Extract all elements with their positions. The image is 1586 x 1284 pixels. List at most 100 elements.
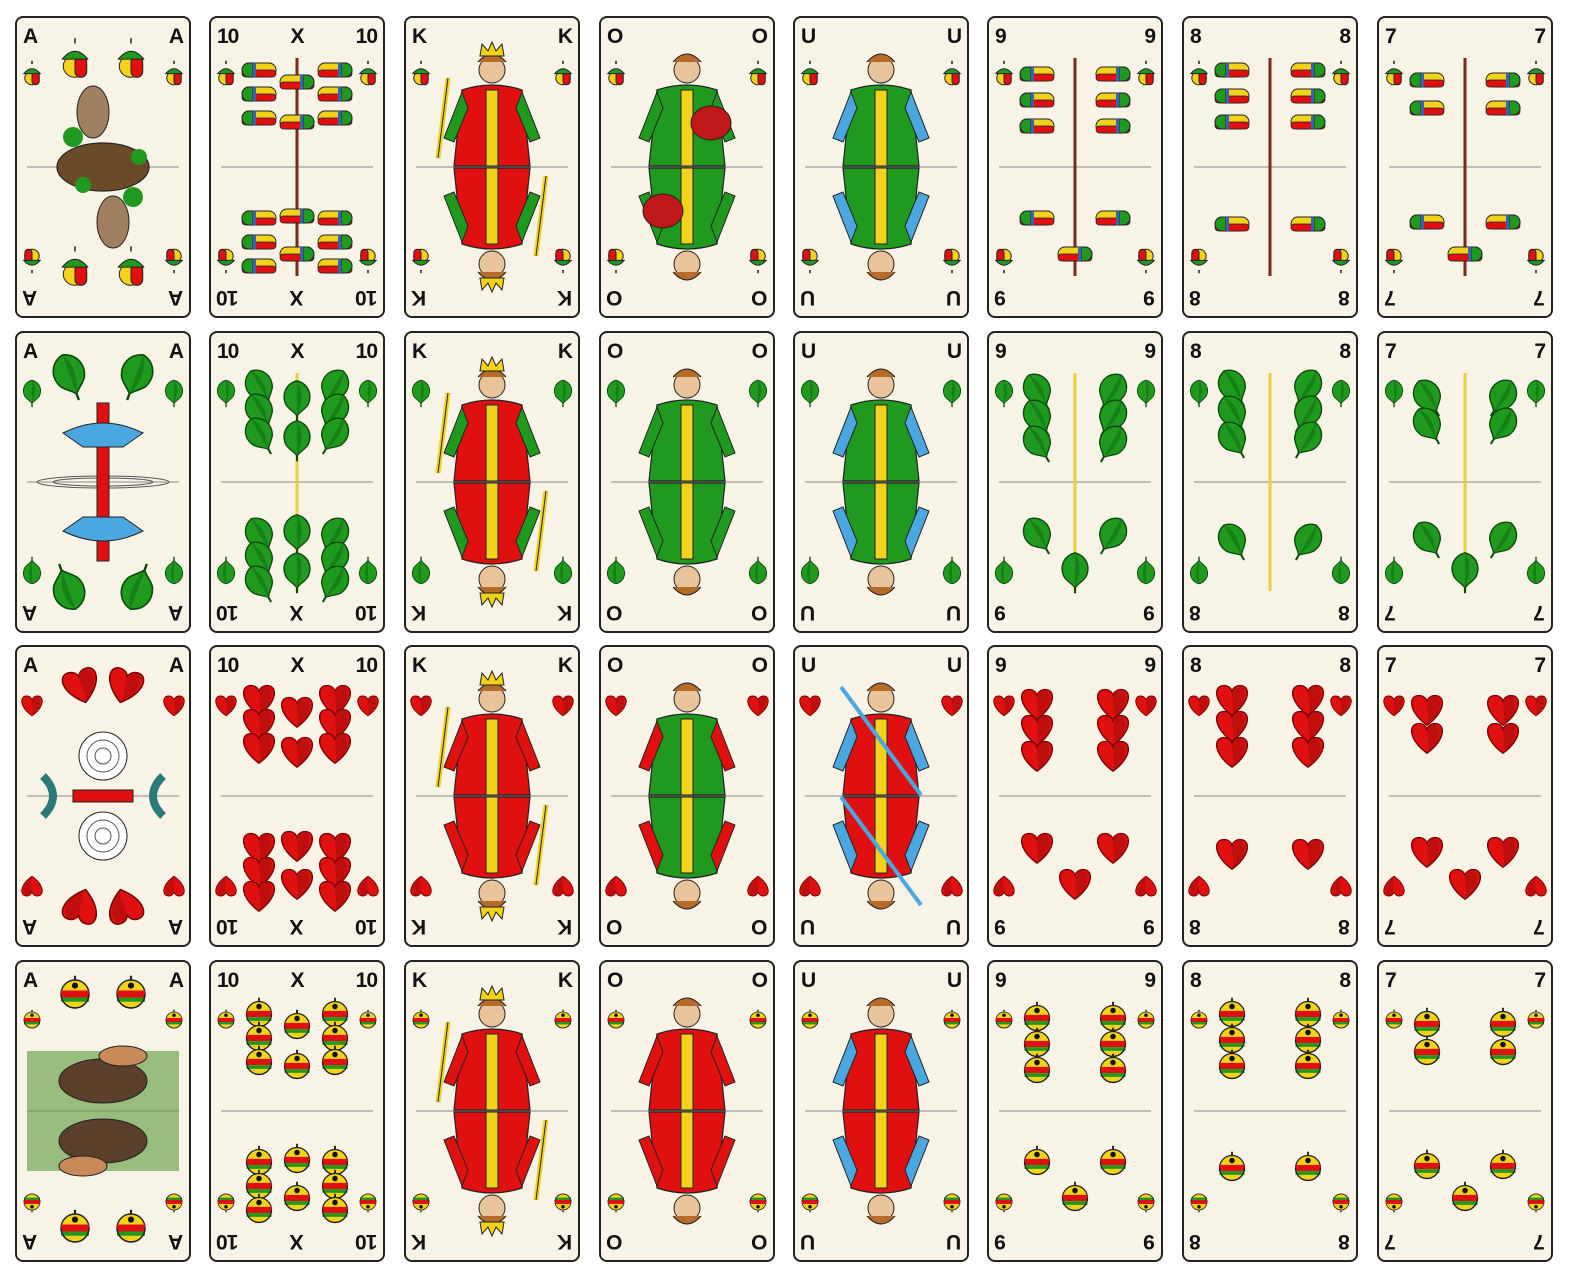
bells-corner-icon <box>23 1009 41 1029</box>
acorns-corner-icon <box>553 248 573 274</box>
leaves-corner-icon <box>800 379 820 408</box>
card-leaves-o[interactable]: O O O O <box>599 331 775 633</box>
card-bells-a[interactable]: A A A A <box>15 960 191 1262</box>
roman-ten-mark: X <box>290 340 304 363</box>
card-hearts-u[interactable]: U U U U <box>793 645 969 947</box>
acorns-corner-icon <box>994 60 1014 86</box>
rank-index: 8 <box>1190 340 1202 363</box>
card-bells-9[interactable]: 9 9 9 9 <box>987 960 1163 1262</box>
leaves-corner-icon <box>411 556 431 585</box>
rank-index: K <box>412 25 427 48</box>
leaves-corner-icon <box>1331 379 1351 408</box>
acorns-corner-icon <box>1384 60 1404 86</box>
rank-index: U <box>946 25 962 48</box>
card-bells-8[interactable]: 8 8 8 8 <box>1182 960 1358 1262</box>
rank-index: 9 <box>995 1230 1006 1253</box>
rank-index: 8 <box>1190 915 1201 938</box>
card-leaves-a[interactable]: A A A A <box>15 331 191 633</box>
hearts-corner-icon <box>21 875 43 897</box>
rank-index: 7 <box>1534 601 1545 624</box>
card-bells-o[interactable]: O O O O <box>599 960 775 1262</box>
o-figure <box>638 997 736 1225</box>
bells-corner-icon <box>165 1193 183 1213</box>
rank-index: A <box>23 25 38 48</box>
bells-pips <box>1023 1001 1127 1212</box>
bells-corner-icon <box>607 1009 625 1029</box>
card-acorns-o[interactable]: O O O O <box>599 16 775 318</box>
leaves-corner-icon <box>1331 556 1351 585</box>
card-bells-10[interactable]: 10 10 10 10 X X <box>209 960 385 1262</box>
hearts-pips <box>1411 694 1519 901</box>
card-art <box>800 368 962 596</box>
card-acorns-7[interactable]: 7 7 7 7 <box>1377 16 1553 318</box>
bells-corner-icon <box>23 1193 41 1213</box>
rank-index: 7 <box>1385 601 1396 624</box>
card-acorns-k[interactable]: K K K K <box>404 16 580 318</box>
card-art <box>23 975 183 1243</box>
rank-index: 9 <box>995 969 1007 992</box>
acorns-corner-icon <box>606 248 626 274</box>
card-acorns-a[interactable]: A A A A <box>15 16 191 318</box>
card-acorns-9[interactable]: 9 9 9 9 <box>987 16 1163 318</box>
card-bells-u[interactable]: U U U U <box>793 960 969 1262</box>
card-hearts-k[interactable]: K K K K <box>404 645 580 947</box>
leaves-corner-icon <box>164 556 184 585</box>
rank-index: U <box>801 601 816 624</box>
rank-index: K <box>557 601 572 624</box>
card-acorns-8[interactable]: 8 8 8 8 <box>1182 16 1358 318</box>
rank-index: 9 <box>995 25 1007 48</box>
rank-index: 7 <box>1385 915 1396 938</box>
rank-index: U <box>946 286 961 309</box>
rank-index: K <box>557 969 573 992</box>
card-hearts-9[interactable]: 9 9 9 9 <box>987 645 1163 947</box>
rank-index: U <box>801 286 816 309</box>
bells-corner-icon <box>554 1193 572 1213</box>
acorns-corner-icon <box>358 60 378 86</box>
card-leaves-9[interactable]: 9 9 9 9 <box>987 331 1163 633</box>
card-leaves-k[interactable]: K K K K <box>404 331 580 633</box>
card-leaves-u[interactable]: U U U U <box>793 331 969 633</box>
card-hearts-a[interactable]: A A A A <box>15 645 191 947</box>
rank-index: 9 <box>1144 340 1156 363</box>
leaves-corner-icon <box>748 379 768 408</box>
bells-corner-icon <box>359 1193 377 1213</box>
rank-index: A <box>168 915 183 938</box>
acorns-pips <box>1214 58 1326 276</box>
rank-index: 7 <box>1534 286 1545 309</box>
card-hearts-8[interactable]: 8 8 8 8 <box>1182 645 1358 947</box>
rank-index: 9 <box>995 601 1006 624</box>
card-leaves-8[interactable]: 8 8 8 8 <box>1182 331 1358 633</box>
card-art <box>411 355 573 609</box>
rank-index: U <box>946 601 961 624</box>
card-leaves-7[interactable]: 7 7 7 7 <box>1377 331 1553 633</box>
leaves-pips <box>1022 373 1128 594</box>
rank-index: O <box>607 1230 623 1253</box>
acorns-corner-icon <box>1189 60 1209 86</box>
rank-index: O <box>751 969 768 992</box>
rank-index: 10 <box>217 654 239 677</box>
rank-index: O <box>751 286 767 309</box>
bells-corner-icon <box>943 1193 961 1213</box>
rank-index: 8 <box>1339 654 1351 677</box>
card-bells-7[interactable]: 7 7 7 7 <box>1377 960 1553 1262</box>
card-hearts-7[interactable]: 7 7 7 7 <box>1377 645 1553 947</box>
card-leaves-10[interactable]: 10 10 10 10 X X <box>209 331 385 633</box>
rank-index: 9 <box>995 286 1006 309</box>
bells-pips <box>1218 997 1322 1182</box>
acorns-ace-illustration <box>56 38 150 286</box>
leaves-corner-icon <box>1526 379 1546 408</box>
card-bells-k[interactable]: K K K K <box>404 960 580 1262</box>
card-acorns-u[interactable]: U U U U <box>793 16 969 318</box>
hearts-corner-icon <box>215 695 237 717</box>
rank-index: K <box>412 286 427 309</box>
u-figure <box>832 682 930 910</box>
rank-index: 9 <box>1144 25 1156 48</box>
card-hearts-10[interactable]: 10 10 10 10 X X <box>209 645 385 947</box>
card-hearts-o[interactable]: O O O O <box>599 645 775 947</box>
card-acorns-10[interactable]: 10 10 10 10 X X <box>209 16 385 318</box>
k-figure <box>435 984 549 1238</box>
rank-index: O <box>751 1230 767 1253</box>
rank-index: O <box>607 915 623 938</box>
roman-ten-mark: X <box>290 969 304 992</box>
rank-index: 9 <box>1144 969 1156 992</box>
